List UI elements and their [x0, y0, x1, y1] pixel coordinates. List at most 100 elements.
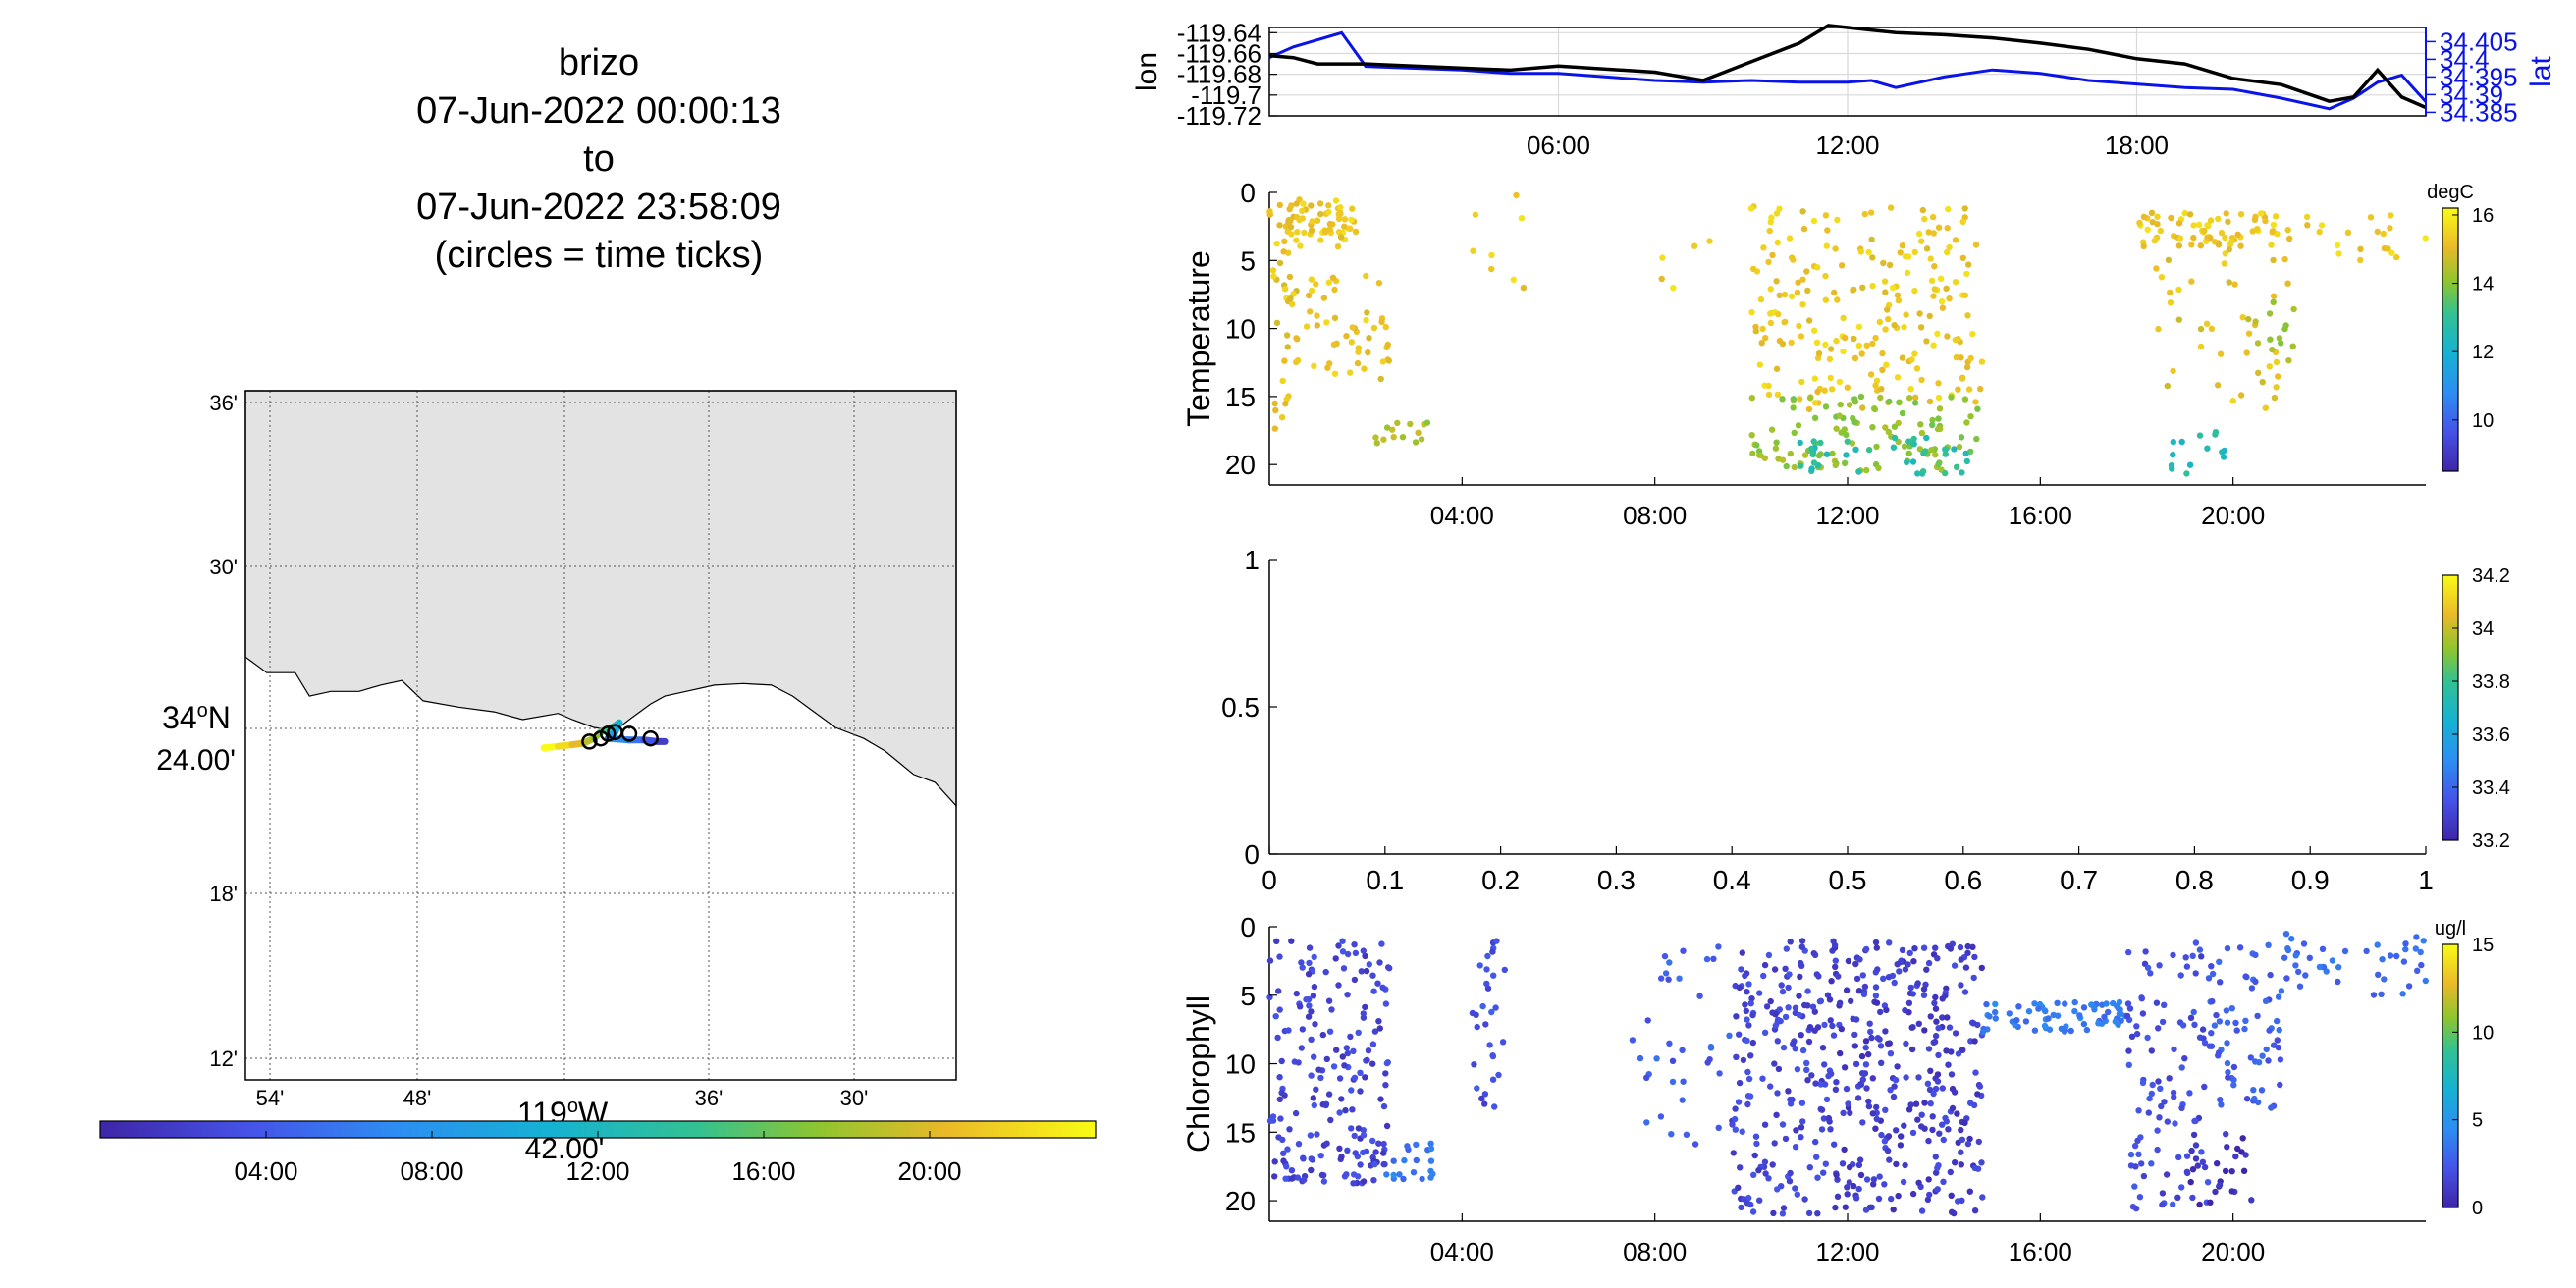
temperature-point: [1758, 340, 1765, 347]
chlorophyll-point: [1829, 1022, 1836, 1030]
temperature-point: [2334, 242, 2341, 248]
chlorophyll-point: [1878, 1131, 1885, 1139]
chlorophyll-point: [1961, 989, 1969, 995]
temperature-point: [1765, 258, 1772, 266]
chlorophyll-point: [2155, 1078, 2162, 1085]
chlorophyll-point: [1936, 1130, 1943, 1137]
chlorophyll-point: [2145, 1109, 2152, 1116]
chlorophyll-point: [1935, 1025, 1942, 1032]
lon-lat-grid: [1269, 27, 2426, 117]
chlorophyll-point: [1808, 1072, 1815, 1079]
temperature-point: [1906, 395, 1913, 402]
chlorophyll-point: [1976, 1083, 1984, 1090]
chlorophyll-point: [2189, 952, 2196, 959]
chlorophyll-point: [1354, 1173, 1362, 1180]
colorbar-tick-label: 10: [2472, 1022, 2494, 1044]
chlorophyll-point: [2211, 1022, 2219, 1029]
chlorophyll-point: [1826, 1118, 1833, 1125]
chlorophyll-point: [1643, 1119, 1650, 1126]
chlorophyll-point: [1844, 1184, 1851, 1191]
temperature-point: [1299, 207, 1306, 214]
chlorophyll-point: [1820, 1169, 1827, 1176]
temperature-point: [2281, 325, 2288, 333]
chlorophyll-point: [2035, 1005, 2042, 1012]
temperature-point: [1288, 202, 1295, 209]
chlorophyll-point: [1854, 1095, 1862, 1101]
chlorophyll-point: [2228, 1004, 2235, 1012]
chlorophyll-point: [2387, 952, 2394, 959]
chlorophyll-point: [1949, 1104, 1957, 1112]
temperature-point: [1779, 340, 1787, 348]
chlorophyll-point: [1491, 1103, 1498, 1110]
temperature-point: [1938, 298, 1946, 305]
temperature-point: [1808, 445, 1815, 452]
temperature-point: [1813, 339, 1821, 346]
chlorophyll-point: [1347, 1033, 1354, 1041]
chlorophyll-point: [1665, 976, 1672, 983]
temperature-point: [2151, 237, 2158, 244]
chlorophyll-point: [1992, 1000, 1999, 1008]
chlorophyll-point: [2041, 1007, 2048, 1014]
temperature-point: [2222, 250, 2228, 257]
chlorophyll-point: [1360, 947, 1368, 954]
temperature-point: [1271, 425, 1279, 432]
temperature-point: [1896, 399, 1903, 405]
chlorophyll-point: [1272, 1013, 1279, 1020]
chlorophyll-point: [1903, 1040, 1909, 1047]
chlorophyll-point: [1992, 1008, 1999, 1016]
chlorophyll-point: [1483, 980, 1490, 988]
lat-y-tick-label: 34.395: [2440, 62, 2518, 91]
temperature-point: [1308, 202, 1315, 209]
chlorophyll-point: [2183, 1168, 2191, 1176]
temperature-point: [1962, 450, 1969, 457]
chlorophyll-point: [1855, 988, 1863, 994]
temperature-point: [2285, 357, 2292, 364]
chlorophyll-point: [2400, 958, 2408, 965]
chlorophyll-point: [1299, 1026, 1307, 1033]
chlorophyll-point: [1286, 1126, 1293, 1133]
chlorophyll-point: [1838, 1025, 1846, 1033]
temperature-point: [2388, 212, 2394, 219]
chlorophyll-point: [1325, 997, 1333, 1004]
temperature-point: [1747, 205, 1755, 212]
chlorophyll-point: [1350, 1047, 1357, 1055]
lon-y-tick-label: -119.68: [1177, 60, 1261, 89]
chlorophyll-point: [1313, 1086, 1319, 1093]
chlorophyll-point: [1890, 1093, 1898, 1100]
chlorophyll-point: [1862, 1061, 1870, 1068]
lon-y-tick-label: -119.72: [1177, 101, 1261, 131]
temperature-point: [1857, 248, 1865, 255]
chlorophyll-point: [1360, 1014, 1368, 1021]
chlorophyll-point: [1908, 1046, 1916, 1053]
chlorophyll-point: [1815, 973, 1822, 980]
temperature-point: [1313, 281, 1319, 288]
chlorophyll-point: [1288, 1175, 1296, 1182]
temperature-point: [1907, 386, 1914, 393]
colorbar-tick-label: 33.8: [2472, 671, 2510, 693]
chlorophyll-point: [1310, 993, 1317, 999]
chlorophyll-point: [2156, 962, 2163, 969]
temperature-unit: degC: [2427, 182, 2474, 203]
chlorophyll-point: [1285, 1027, 1292, 1034]
colorbar-tick-label: 33.4: [2472, 778, 2510, 799]
chlorophyll-point: [1299, 964, 1306, 971]
temperature-point: [2188, 242, 2195, 248]
chlorophyll-point: [1771, 1060, 1778, 1067]
temperature-point: [2278, 340, 2284, 347]
chlorophyll-point: [2025, 1008, 2033, 1015]
chlorophyll-point: [1869, 1110, 1877, 1117]
lon-y-tick-label: -119.7: [1191, 80, 1261, 110]
chlorophyll-point: [2148, 1090, 2155, 1098]
chlorophyll-point: [1390, 1157, 1397, 1164]
chlorophyll-point: [1376, 1025, 1384, 1032]
salinity-y-tick-label: 0.5: [1221, 692, 1260, 723]
chlorophyll-point: [1855, 1161, 1863, 1169]
chlorophyll-point: [1787, 939, 1794, 945]
chlorophyll-point: [1828, 978, 1835, 985]
chlorophyll-point: [1726, 1032, 1733, 1040]
colorbar-tick-label: 16: [2472, 205, 2494, 227]
chlorophyll-point: [2275, 1044, 2282, 1051]
chlorophyll-point: [1818, 1126, 1826, 1133]
chlorophyll-point: [1909, 991, 1917, 997]
chlorophyll-point: [1915, 1074, 1922, 1081]
